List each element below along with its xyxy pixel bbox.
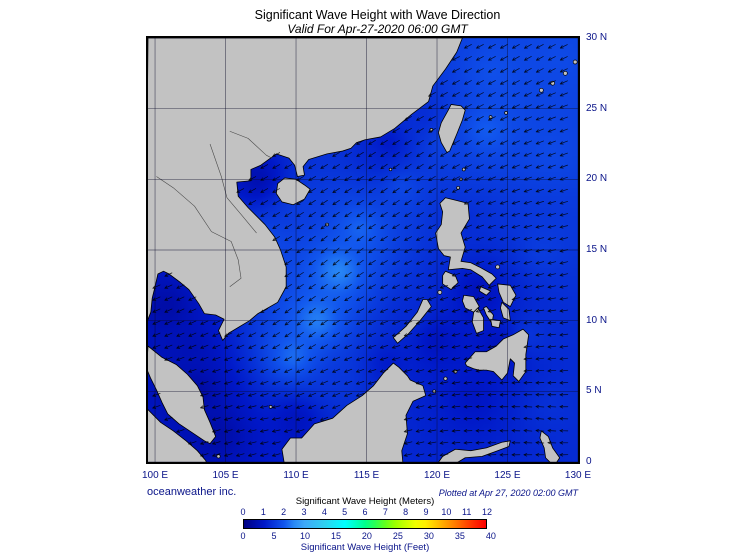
chart-valid-time: Valid For Apr-27-2020 06:00 GMT (287, 22, 468, 36)
colorbar-feet-tick: 25 (392, 531, 403, 541)
lat-tick-label: 5 N (586, 385, 602, 397)
lat-tick-label: 15 N (586, 244, 608, 255)
colorbar-feet-tick: 0 (240, 531, 246, 541)
colorbar-feet-tick: 10 (299, 531, 310, 541)
colorbar-meters-tick: 12 (481, 507, 492, 517)
colorbar-label-feet: Significant Wave Height (Feet) (300, 542, 430, 553)
lat-tick-label: 30 N (586, 32, 608, 43)
lat-tick-label: 25 N (586, 102, 608, 114)
colorbar-feet-tick: 5 (271, 531, 277, 541)
lat-tick-label: 20 N (586, 173, 608, 185)
colorbar-meters-tick: 2 (281, 507, 287, 517)
lon-tick-label: 100 E (141, 470, 169, 481)
colorbar-meters-tick: 5 (342, 507, 348, 517)
colorbar-meters-tick: 7 (382, 507, 388, 517)
colorbar-meters-tick: 0 (240, 507, 246, 517)
lon-tick-label: 125 E (494, 470, 521, 481)
chart-title: Significant Wave Height with Wave Direct… (254, 8, 501, 22)
plotted-timestamp: Plotted at Apr 27, 2020 02:00 GMT (438, 488, 578, 498)
colorbar-feet-tick: 40 (485, 531, 496, 541)
lat-tick-label: 0 (586, 456, 592, 467)
map-canvas (148, 38, 578, 462)
colorbar-meters-tick: 8 (403, 507, 409, 517)
lat-tick-label: 10 N (586, 314, 608, 326)
colorbar-gradient (243, 519, 487, 529)
map-frame (146, 36, 580, 464)
credit-text: oceanweather inc. (147, 486, 237, 498)
lon-tick-label: 115 E (353, 470, 380, 481)
colorbar-feet-tick: 15 (330, 531, 341, 541)
colorbar-feet-tick: 35 (454, 531, 465, 541)
colorbar-feet-tick: 20 (361, 531, 372, 541)
colorbar-meters-tick: 9 (423, 507, 429, 517)
lon-tick-label: 130 E (564, 470, 592, 481)
lon-tick-label: 120 E (423, 470, 451, 481)
colorbar-meters-tick: 6 (362, 507, 368, 517)
colorbar-meters-tick: 4 (321, 507, 327, 517)
colorbar-feet-tick: 30 (423, 531, 434, 541)
colorbar-meters-tick: 1 (260, 507, 266, 517)
colorbar-label-meters: Significant Wave Height (Meters) (295, 496, 435, 507)
colorbar-meters-tick: 11 (461, 507, 472, 517)
colorbar-meters-tick: 3 (301, 507, 307, 517)
lon-tick-label: 105 E (212, 470, 239, 481)
lon-tick-label: 110 E (283, 470, 309, 481)
colorbar-meters-tick: 10 (441, 507, 452, 517)
